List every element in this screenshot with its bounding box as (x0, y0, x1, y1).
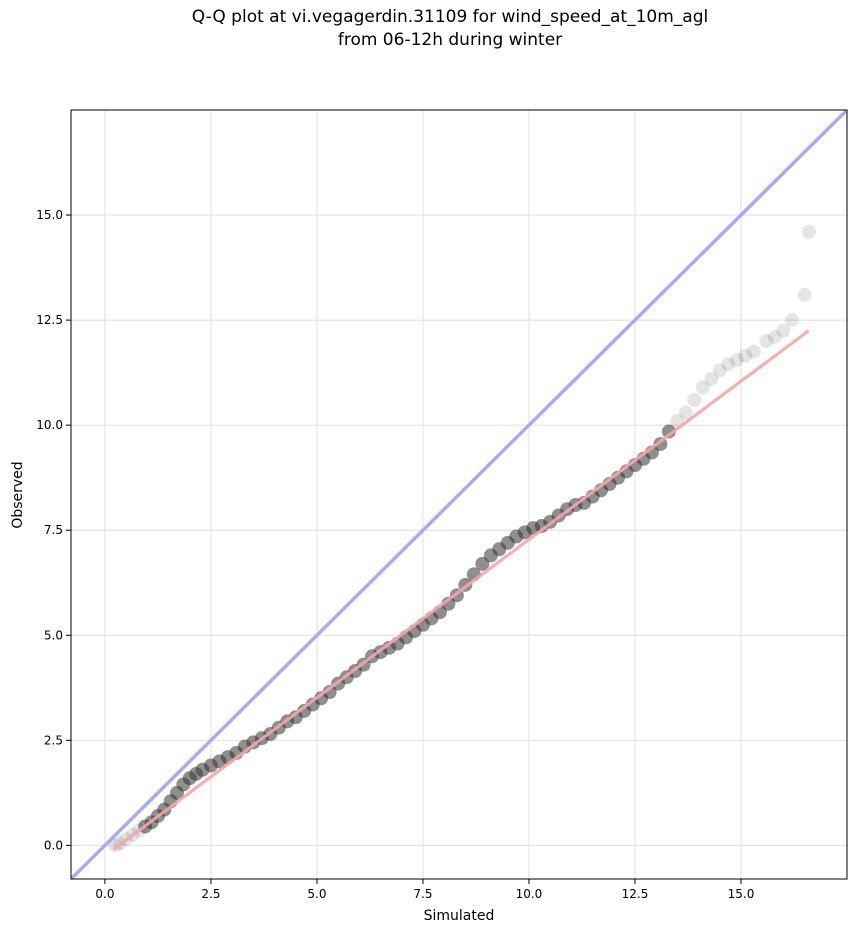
y-tick-label: 12.5 (36, 313, 63, 327)
fit-line (112, 329, 810, 851)
x-axis-label: Simulated (424, 908, 495, 924)
y-tick-label: 7.5 (44, 523, 63, 537)
data-points (108, 224, 816, 853)
data-point (784, 313, 799, 328)
data-point (695, 380, 710, 395)
y-axis-ticks: 0.0 2.5 5.0 7.5 10.0 12.5 15.0 (36, 208, 71, 852)
x-axis-ticks: 0.0 2.5 5.0 7.5 10.0 12.5 15.0 (95, 879, 754, 901)
y-tick-label: 0.0 (44, 838, 63, 852)
y-tick-label: 2.5 (44, 733, 63, 747)
grid-lines (71, 110, 847, 879)
x-tick-label: 7.5 (413, 887, 432, 901)
data-point (746, 344, 761, 359)
x-tick-label: 15.0 (728, 887, 755, 901)
x-tick-label: 2.5 (201, 887, 220, 901)
chart-title: Q-Q plot at vi.vegagerdin.31109 for wind… (0, 6, 856, 52)
data-point (687, 392, 702, 407)
data-point (759, 334, 774, 349)
y-axis-label: Observed (10, 461, 26, 528)
data-point (797, 287, 812, 302)
data-point (712, 363, 727, 378)
x-tick-label: 12.5 (622, 887, 649, 901)
y-tick-label: 15.0 (36, 208, 63, 222)
y-tick-label: 5.0 (44, 628, 63, 642)
data-point (721, 357, 736, 372)
data-point (801, 224, 816, 239)
plot-frame (70, 109, 848, 880)
data-point (767, 329, 782, 344)
data-point (661, 424, 676, 439)
data-point (678, 405, 693, 420)
y-tick-label: 10.0 (36, 418, 63, 432)
reference-lines (71, 110, 847, 879)
data-point (108, 838, 123, 853)
data-point (704, 371, 719, 386)
x-tick-label: 5.0 (307, 887, 326, 901)
chart-title-line-2: from 06-12h during winter (337, 30, 563, 50)
data-point (729, 353, 744, 368)
data-point (776, 323, 791, 338)
data-point (738, 348, 753, 363)
identity-line (71, 110, 847, 879)
x-tick-label: 0.0 (95, 887, 114, 901)
x-tick-label: 10.0 (516, 887, 543, 901)
chart-title-line-1: Q-Q plot at vi.vegagerdin.31109 for wind… (191, 7, 709, 27)
